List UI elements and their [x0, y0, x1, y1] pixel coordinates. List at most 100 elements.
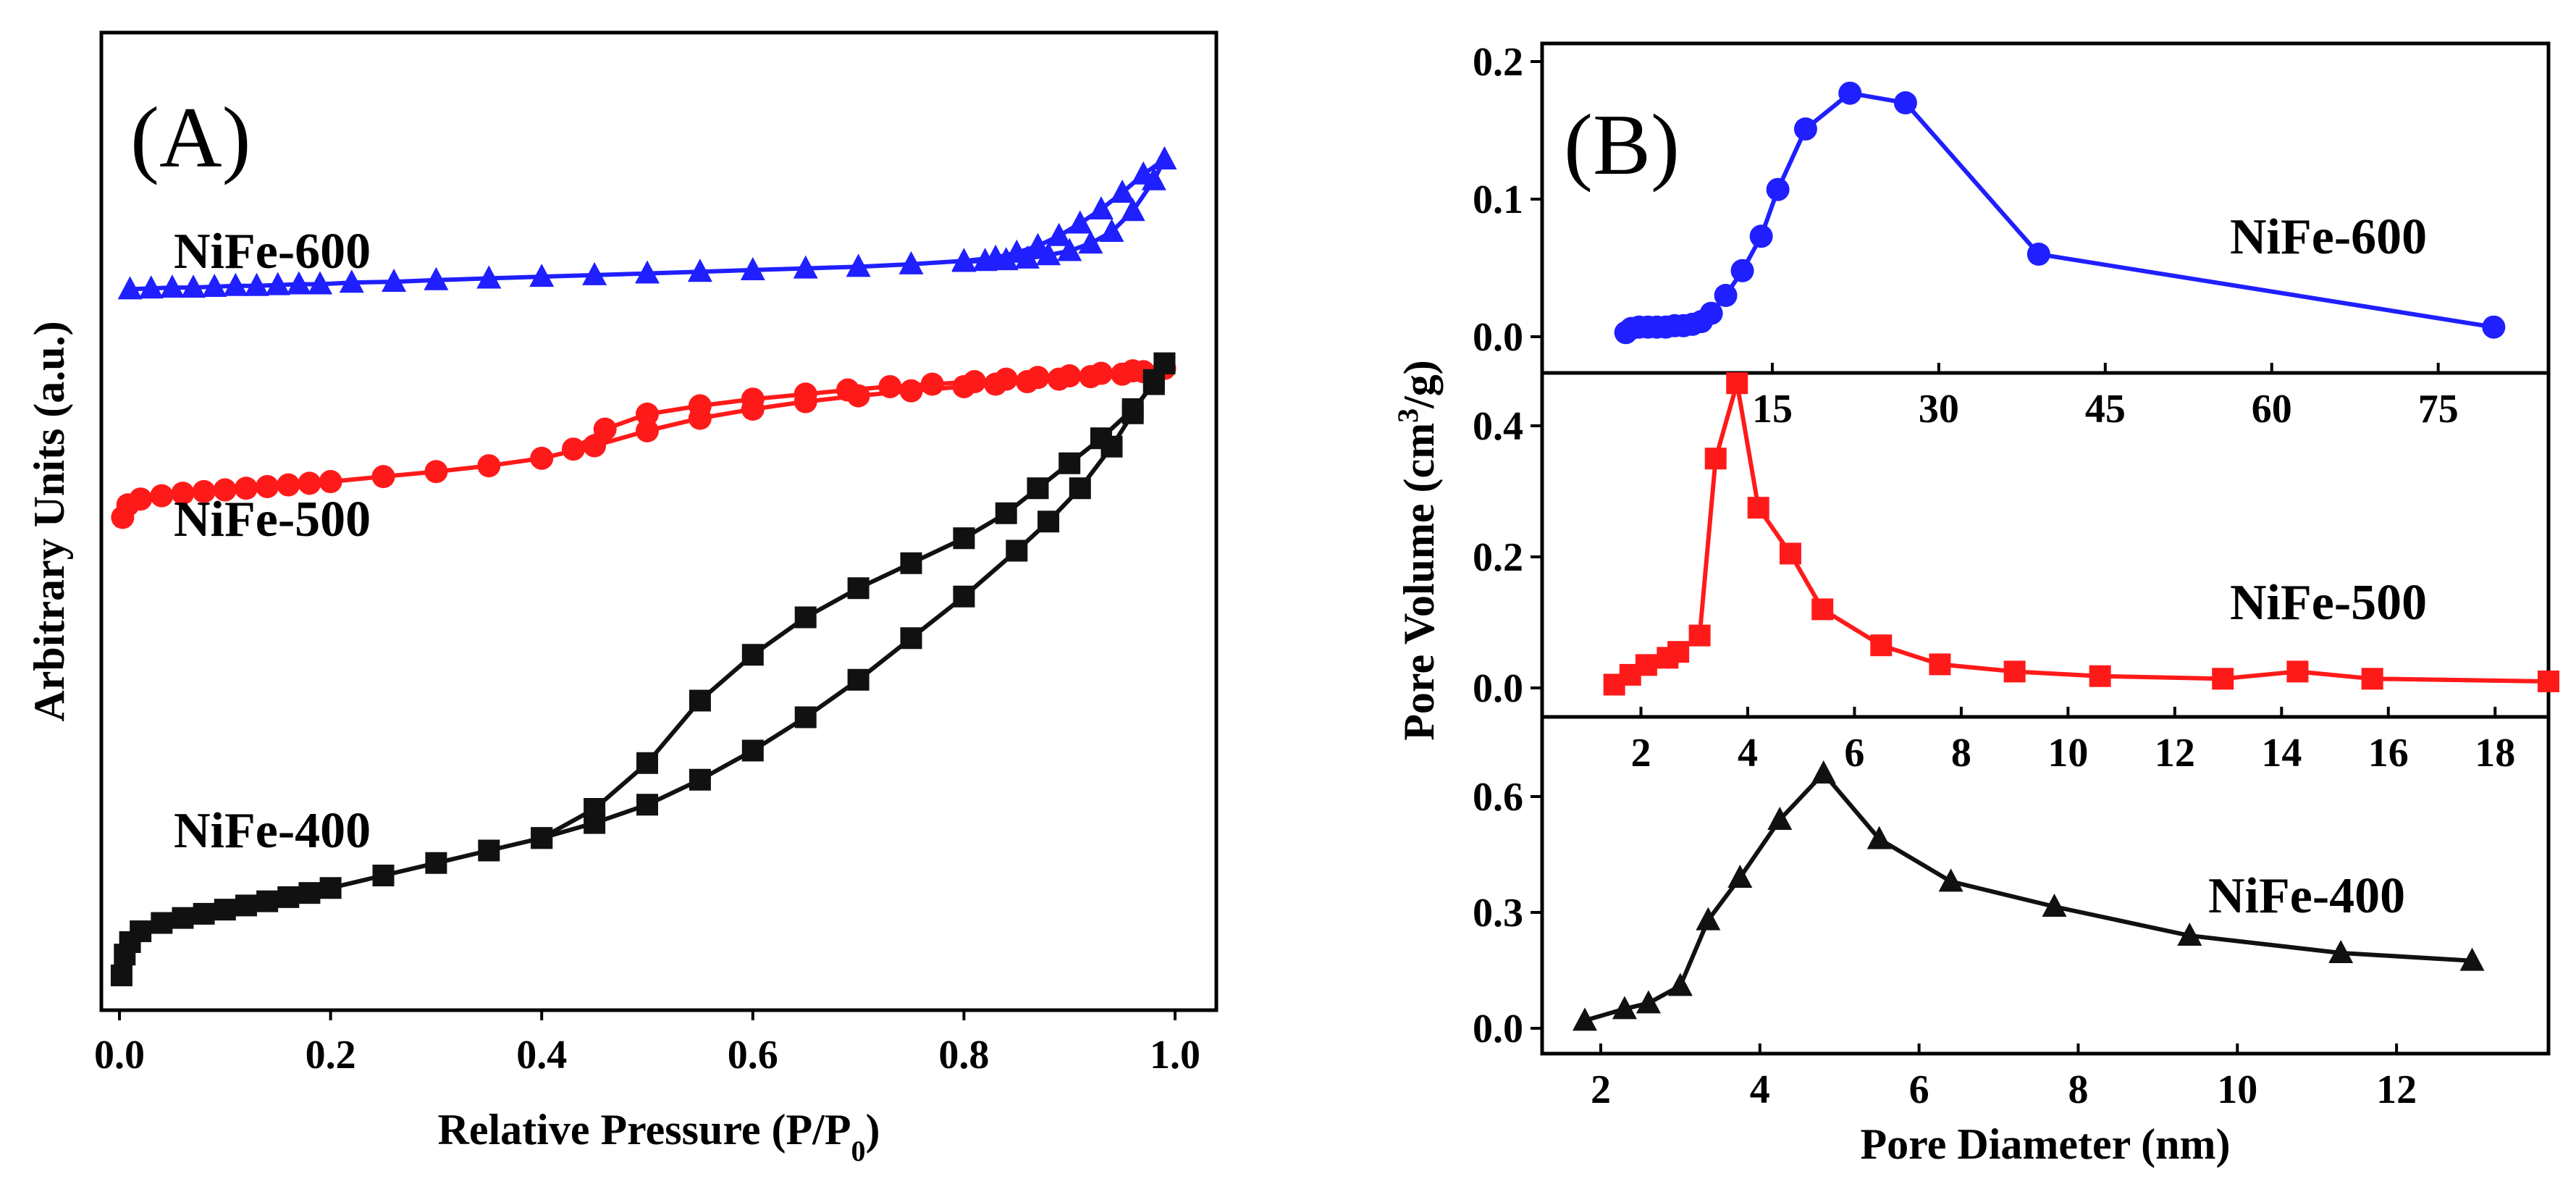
panel-a-nife-400-adsorption-point-19 — [689, 768, 711, 791]
panel-b-bottom-x-tick-label-5: 12 — [2376, 1067, 2417, 1112]
panel-b-top-nife-600-adsorption-point-12 — [1730, 259, 1754, 282]
panel-a-nife-500-desorption-point-13 — [636, 402, 659, 426]
panel-a-nife-400-adsorption-point-26 — [1037, 511, 1060, 533]
panel-a-nife-600-adsorption-point-12 — [424, 266, 449, 290]
panel-b-top-nife-600-adsorption-point-18 — [2026, 243, 2050, 266]
panel-b-bottom-x-tick-label-4: 10 — [2217, 1067, 2257, 1112]
panel-a-nife-400-desorption-point-4 — [1058, 452, 1081, 474]
panel-a-nife-600-adsorption-point-20 — [846, 253, 871, 277]
panel-b-middle-nife-500-adsorption-point-9 — [1779, 542, 1801, 565]
panel-b-middle-nife-500-adsorption-point-7 — [1726, 372, 1748, 395]
panel-b-bottom-nife-400-adsorption-point-6 — [1767, 807, 1793, 830]
panel-a-nife-500-adsorption-point-22 — [899, 379, 923, 403]
panel-b-top-nife-600-adsorption-point-13 — [1749, 224, 1773, 248]
panel-a-nife-400-desorption-point-0 — [1153, 352, 1176, 374]
panel-b-middle-x-tick-label-5: 12 — [2155, 731, 2195, 776]
panel-b-bottom-nife-400-adsorption-point-4 — [1696, 907, 1721, 931]
panel-b-middle-nife-500-adsorption-point-5 — [1688, 624, 1711, 647]
panel-a-nife-500-adsorption-point-11 — [319, 470, 342, 494]
panel-a-nife-600-adsorption-point-17 — [687, 259, 712, 282]
panel-b-middle-nife-500-adsorption-point-15 — [2212, 668, 2234, 690]
panel-a-nife-400-desorption-point-14 — [584, 798, 606, 820]
panel-b-top-x-tick-label-3: 60 — [2252, 387, 2292, 432]
panel-a-nife-600-adsorption-point-5 — [223, 272, 248, 296]
panel-b-bottom-y-tick-label-1: 0.3 — [1473, 891, 1523, 936]
panel-a-nife-600-desorption-point-2 — [1120, 198, 1145, 222]
panel-a-nife-500-adsorption-point-3 — [150, 484, 174, 508]
panel-a-nife-600-adsorption-point-13 — [476, 265, 502, 289]
panel-a-nife-600-adsorption-point-1 — [138, 275, 164, 299]
panel-a-nife-600-desorption-point-3 — [1099, 219, 1124, 243]
panel-b-middle-x-tick-label-0: 2 — [1630, 731, 1651, 776]
panel-b-bottom-nife-400-adsorption-point-5 — [1727, 865, 1753, 888]
panel-b-top-y-tick-label-1: 0.1 — [1473, 177, 1523, 222]
panel-b-middle-nife-500-adsorption-point-16 — [2286, 660, 2309, 683]
panel-b-middle-nife-500-adsorption-point-13 — [2003, 660, 2026, 683]
panel-b-middle-x-tick-label-2: 6 — [1844, 731, 1864, 776]
panel-a-nife-500-desorption-point-11 — [741, 387, 765, 411]
panel-a-nife-500-adsorption-point-9 — [277, 473, 300, 497]
panel-a-nife-400-adsorption-point-3 — [130, 920, 152, 943]
panel-a-nife-500-adsorption-point-7 — [234, 476, 258, 500]
panel-a-nife-500-desorption-point-12 — [688, 394, 712, 418]
panel-a-nife-400-desorption-point-9 — [847, 577, 870, 600]
panel-b-top-y-tick-label-2: 0.2 — [1473, 40, 1523, 85]
panel-b-bottom-nife-400-adsorption-point-10 — [2042, 894, 2067, 917]
panel-a-frame — [99, 30, 1218, 1012]
panel-a-nife-600-desorption-point-6 — [1036, 242, 1061, 266]
panel-a-nife-600-adsorption-point-28 — [1088, 196, 1114, 219]
panel-b-bottom-nife-400-adsorption-point-0 — [1572, 1007, 1597, 1031]
panel-b-middle-y-tick-label-2: 0.4 — [1473, 404, 1523, 449]
panel-a-nife-400-adsorption-point-7 — [214, 899, 236, 921]
panel-b-middle-x-tick-label-8: 18 — [2475, 731, 2515, 776]
panel-a-nife-400-adsorption-point-25 — [1006, 539, 1028, 562]
panel-a-nife-600-adsorption-point-9 — [308, 271, 333, 295]
panel-a-nife-400-adsorption-point-4 — [151, 912, 173, 934]
panel-a-nife-400-desorption-point-11 — [741, 644, 764, 666]
panel-a-x-tick-label-1: 0.2 — [306, 1033, 356, 1078]
panel-a-nife-400-adsorption-point-18 — [636, 794, 658, 816]
panel-a-nife-500-desorption-point-7 — [920, 372, 944, 396]
panel-a-nife-400-adsorption-point-14 — [425, 852, 447, 874]
panel-a-nife-600-adsorption-point-25 — [1025, 232, 1051, 256]
panel-a-nife-500-desorption-point-2 — [1089, 361, 1113, 385]
panel-a-nife-600-adsorption-point-27 — [1067, 210, 1093, 234]
panel-b-top-x-tick-label-1: 30 — [1919, 387, 1959, 432]
panel-a-nife-600-adsorption-point-14 — [529, 264, 555, 287]
panel-a-nife-400-adsorption-point-13 — [372, 865, 395, 886]
panel-a-nife-400-adsorption-point-8 — [235, 894, 257, 917]
panel-b-middle-nife-500-adsorption-point-14 — [2089, 665, 2111, 687]
panel-a-x-ticks: 0.0 0.2 0.4 0.6 0.8 1.0 — [94, 1010, 1200, 1078]
panel-a-nife-400-desorption-point-2 — [1121, 398, 1144, 420]
panel-a-nife-500-adsorption-point-6 — [213, 478, 237, 502]
panel-a-x-tick-label-2: 0.4 — [516, 1033, 567, 1078]
panel-a-nife-500-desorption-line — [572, 366, 1165, 451]
panel-a-nife-500-desorption-point-4 — [1026, 366, 1050, 390]
panel-a-nife-500-adsorption-point-10 — [298, 471, 321, 495]
panel-a-nife-400-desorption-point-10 — [794, 606, 817, 629]
panel-b-bottom-nife-400-adsorption-point-12 — [2328, 940, 2354, 963]
panel-b-top-nife-600-adsorption-point-19 — [2482, 315, 2506, 339]
panel-a-nife-500-desorption-point-15 — [561, 437, 585, 461]
panel-a-nife-500-desorption-point-5 — [994, 367, 1018, 391]
panel-a-x-tick-label-0: 0.0 — [94, 1033, 145, 1078]
panel-b-bottom-nife-400-adsorption-point-8 — [1866, 826, 1892, 849]
panel-b-middle-nife-500-adsorption-point-17 — [2361, 668, 2383, 690]
panel-b-middle-y-tick-label-0: 0.0 — [1473, 666, 1523, 711]
panel-a-nife-600-adsorption-point-18 — [740, 256, 765, 280]
panel-a-nife-600-adsorption-point-10 — [339, 269, 364, 293]
panel-b-top-nife-600-adsorption-point-11 — [1714, 284, 1738, 307]
panel-a-nife-400-adsorption-point-20 — [741, 739, 764, 762]
panel-a-nife-500-desorption-point-1 — [1121, 359, 1145, 383]
panel-b-middle-nife-500-adsorption-point-11 — [1870, 634, 1893, 657]
panel-a-nife-400-desorption-point-7 — [953, 527, 975, 550]
panel-a-nife-400-desorption-point-3 — [1090, 427, 1112, 450]
panel-a-nife-400-adsorption-point-15 — [478, 839, 500, 862]
panel-a-nife-500-adsorption-point-5 — [192, 479, 216, 503]
panel-a-nife-500-desorption-point-9 — [836, 378, 860, 402]
panel-a-x-tick-label-5: 1.0 — [1150, 1033, 1200, 1078]
panel-a-nife-400-adsorption-point-10 — [277, 886, 300, 908]
panel-a-nife-600-adsorption-point-0 — [117, 276, 143, 300]
series-label-nife-500-a: NiFe-500 — [174, 492, 371, 547]
